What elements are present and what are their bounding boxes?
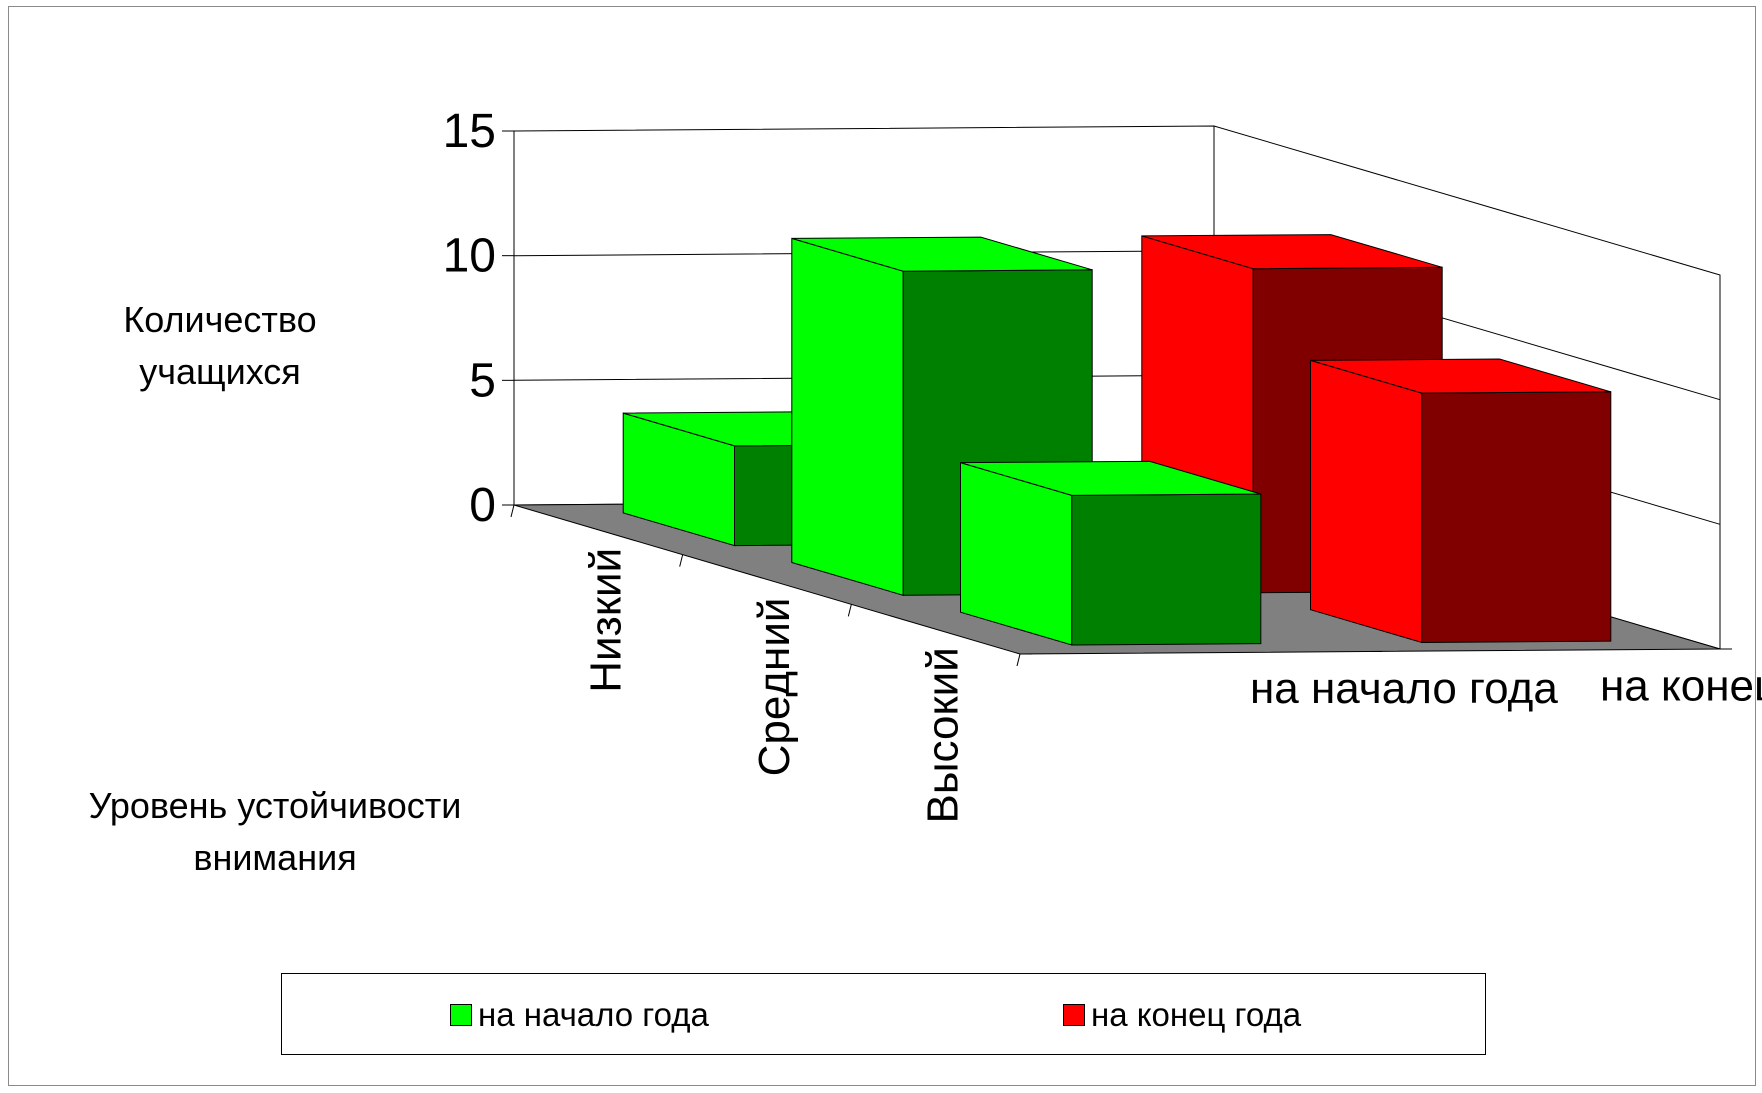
y-axis-title: Количество учащихся bbox=[123, 299, 317, 392]
x-tick-mark bbox=[679, 554, 684, 567]
bar-1-3 bbox=[960, 460, 1262, 646]
legend-swatch-series-2 bbox=[1063, 1004, 1085, 1026]
depth-axis-label: на конец года bbox=[1600, 661, 1762, 710]
x-tick-mark bbox=[847, 604, 852, 617]
bar-top bbox=[1310, 358, 1611, 394]
x-tick-label: Низкий bbox=[581, 548, 630, 693]
legend-label-series-1: на начало года bbox=[478, 996, 709, 1033]
legend-item-series-1: на начало года bbox=[450, 996, 709, 1034]
legend-item-series-2: на конец года bbox=[1063, 996, 1301, 1034]
x-tick-label: Средний bbox=[750, 598, 799, 777]
x-tick-label: Высокий bbox=[919, 647, 968, 823]
x-axis-title: Уровень устойчивости внимания bbox=[88, 785, 462, 878]
y-tick-label: 15 bbox=[443, 105, 496, 158]
bar-side bbox=[1421, 391, 1612, 644]
bar-side bbox=[1071, 493, 1262, 646]
bar-top bbox=[960, 460, 1261, 496]
chart-bars bbox=[622, 234, 1612, 646]
y-tick-label: 5 bbox=[469, 354, 496, 407]
depth-axis-label: на начало года bbox=[1250, 664, 1558, 713]
legend: на начало года на конец года bbox=[281, 973, 1486, 1055]
x-tick-mark bbox=[1016, 653, 1021, 667]
legend-label-series-2: на конец года bbox=[1091, 996, 1302, 1033]
x-tick-mark bbox=[510, 504, 515, 518]
chart-labels: 0 5 10 15 Низкий Средний Высокий на начало года… bbox=[443, 105, 1762, 824]
bar-front bbox=[791, 237, 904, 596]
chart-frame bbox=[8, 6, 1756, 1086]
bar-top bbox=[1141, 234, 1443, 270]
bar-front bbox=[1310, 359, 1423, 644]
y-tick-label: 10 bbox=[443, 230, 496, 283]
bar-top bbox=[791, 236, 1093, 272]
legend-swatch-series-1 bbox=[450, 1004, 472, 1026]
bar-2-3 bbox=[1310, 358, 1612, 644]
y-tick-label: 0 bbox=[469, 479, 496, 532]
